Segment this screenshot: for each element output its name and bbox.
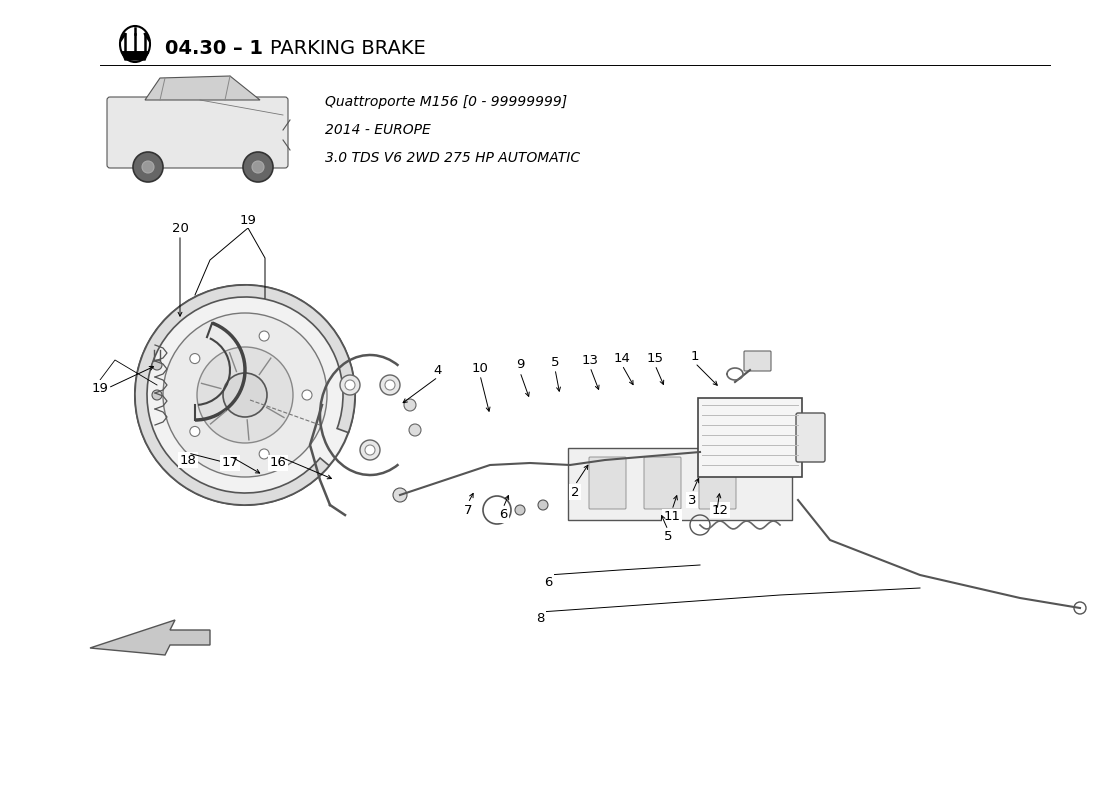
Circle shape (1074, 602, 1086, 614)
Text: 3.0 TDS V6 2WD 275 HP AUTOMATIC: 3.0 TDS V6 2WD 275 HP AUTOMATIC (324, 151, 580, 165)
Circle shape (260, 449, 270, 459)
Circle shape (152, 360, 162, 370)
Circle shape (379, 375, 400, 395)
Text: 10: 10 (472, 362, 488, 374)
Circle shape (152, 390, 162, 400)
Text: 2014 - EUROPE: 2014 - EUROPE (324, 123, 431, 137)
Text: 20: 20 (172, 222, 188, 234)
Text: 15: 15 (647, 351, 663, 365)
FancyBboxPatch shape (796, 413, 825, 462)
Text: 6: 6 (498, 509, 507, 522)
Circle shape (190, 426, 200, 437)
Text: 2: 2 (571, 486, 580, 498)
Text: PARKING BRAKE: PARKING BRAKE (270, 38, 426, 58)
Circle shape (409, 424, 421, 436)
Circle shape (197, 347, 293, 443)
FancyBboxPatch shape (644, 457, 681, 509)
Text: 16: 16 (270, 457, 286, 470)
FancyBboxPatch shape (698, 457, 736, 509)
Text: 8: 8 (536, 611, 544, 625)
Text: 13: 13 (582, 354, 598, 366)
FancyBboxPatch shape (588, 457, 626, 509)
Text: 9: 9 (516, 358, 525, 371)
Circle shape (252, 161, 264, 173)
Text: 7: 7 (464, 503, 472, 517)
Text: 14: 14 (614, 351, 630, 365)
Text: 5: 5 (551, 355, 559, 369)
Circle shape (515, 505, 525, 515)
Text: 1: 1 (691, 350, 700, 362)
Circle shape (243, 152, 273, 182)
Circle shape (302, 390, 312, 400)
Polygon shape (90, 620, 210, 655)
Circle shape (163, 313, 327, 477)
Text: 04.30 – 1: 04.30 – 1 (165, 38, 263, 58)
Text: 19: 19 (91, 382, 109, 394)
Text: 18: 18 (179, 454, 197, 466)
Text: 11: 11 (663, 510, 681, 523)
Polygon shape (122, 52, 149, 60)
Circle shape (393, 488, 407, 502)
Text: Quattroporte M156 [0 - 99999999]: Quattroporte M156 [0 - 99999999] (324, 95, 568, 109)
Circle shape (385, 380, 395, 390)
Circle shape (345, 380, 355, 390)
Text: 3: 3 (688, 494, 696, 506)
Circle shape (190, 354, 200, 363)
Circle shape (340, 375, 360, 395)
Text: 12: 12 (712, 503, 728, 517)
Circle shape (133, 152, 163, 182)
Circle shape (223, 373, 267, 417)
Circle shape (365, 445, 375, 455)
Text: 19: 19 (240, 214, 256, 226)
Circle shape (260, 331, 270, 341)
Circle shape (135, 285, 355, 505)
Text: 6: 6 (543, 575, 552, 589)
Text: 4: 4 (433, 363, 442, 377)
FancyBboxPatch shape (744, 351, 771, 371)
Text: 17: 17 (221, 457, 239, 470)
FancyBboxPatch shape (568, 448, 792, 520)
Circle shape (538, 500, 548, 510)
Polygon shape (145, 76, 260, 100)
FancyBboxPatch shape (107, 97, 288, 168)
Wedge shape (135, 285, 355, 505)
Circle shape (142, 161, 154, 173)
Circle shape (404, 399, 416, 411)
FancyBboxPatch shape (698, 398, 802, 477)
Circle shape (360, 440, 379, 460)
Text: 5: 5 (663, 530, 672, 543)
